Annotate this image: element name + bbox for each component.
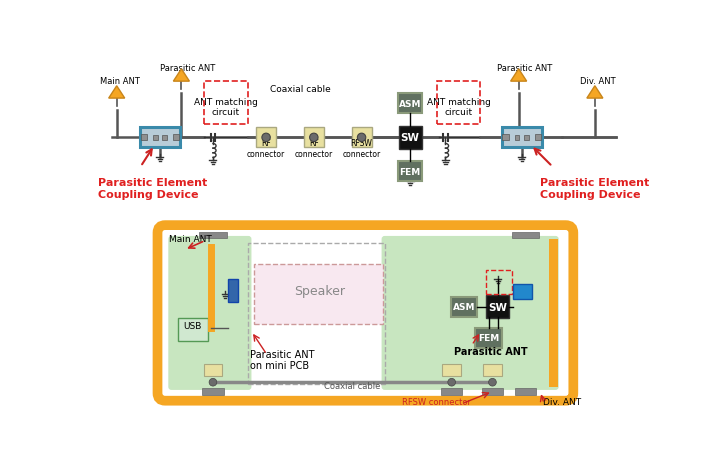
Bar: [437, 82, 480, 124]
Text: USB: USB: [184, 322, 202, 330]
Circle shape: [488, 379, 496, 386]
Bar: [451, 297, 477, 317]
Text: Parasitic Element
Coupling Device: Parasitic Element Coupling Device: [540, 178, 650, 200]
Bar: [398, 162, 422, 182]
Bar: [229, 280, 239, 302]
Bar: [475, 328, 503, 348]
Bar: [503, 135, 508, 141]
Text: RFSW connector: RFSW connector: [402, 397, 471, 406]
Bar: [484, 364, 502, 376]
Bar: [351, 128, 371, 148]
Bar: [173, 135, 179, 141]
Text: Main ANT: Main ANT: [100, 77, 140, 86]
Bar: [202, 388, 224, 395]
Text: FEM: FEM: [400, 168, 421, 176]
Text: Div. ANT: Div. ANT: [542, 397, 581, 406]
Bar: [512, 233, 540, 239]
Text: Battery: Battery: [288, 290, 344, 305]
Text: FEM: FEM: [478, 333, 499, 342]
Text: Coaxial cable: Coaxial cable: [324, 381, 381, 391]
Bar: [199, 233, 226, 239]
Bar: [524, 136, 529, 140]
Bar: [442, 364, 461, 376]
Bar: [204, 82, 248, 124]
Text: Parasitic Element
Coupling Device: Parasitic Element Coupling Device: [98, 178, 207, 200]
Bar: [398, 94, 422, 114]
Text: RF
connector: RF connector: [247, 139, 285, 158]
Bar: [535, 135, 541, 141]
Bar: [178, 318, 208, 341]
Text: ASM: ASM: [453, 302, 475, 312]
FancyBboxPatch shape: [140, 128, 180, 148]
Text: SW: SW: [488, 302, 508, 312]
Bar: [256, 128, 276, 148]
Bar: [204, 364, 222, 376]
Bar: [481, 388, 503, 395]
Circle shape: [357, 134, 366, 142]
Bar: [141, 135, 147, 141]
Circle shape: [209, 379, 217, 386]
Text: Coaxial cable: Coaxial cable: [270, 85, 330, 94]
Circle shape: [448, 379, 456, 386]
Bar: [153, 136, 158, 140]
Circle shape: [262, 134, 271, 142]
Polygon shape: [109, 87, 125, 99]
Text: SW: SW: [400, 133, 420, 143]
Polygon shape: [510, 70, 527, 82]
Circle shape: [310, 134, 318, 142]
Text: Parasitic ANT: Parasitic ANT: [497, 63, 552, 73]
Text: ANT matching
circuit: ANT matching circuit: [194, 98, 258, 117]
Text: ASM: ASM: [399, 100, 421, 109]
Bar: [515, 136, 520, 140]
Text: Parasitic ANT: Parasitic ANT: [454, 347, 528, 357]
Text: Parasitic ANT: Parasitic ANT: [160, 63, 215, 73]
Text: RF
connector: RF connector: [295, 139, 333, 158]
Text: Div. ANT: Div. ANT: [580, 77, 616, 86]
Bar: [304, 128, 324, 148]
Polygon shape: [173, 70, 190, 82]
Bar: [441, 388, 462, 395]
Text: ANT matching
circuit: ANT matching circuit: [427, 98, 491, 117]
Polygon shape: [587, 87, 603, 99]
Bar: [398, 127, 422, 150]
Bar: [486, 296, 509, 319]
FancyBboxPatch shape: [381, 236, 559, 390]
Bar: [253, 264, 383, 324]
Text: Main ANT: Main ANT: [169, 234, 212, 243]
FancyBboxPatch shape: [168, 236, 251, 390]
Bar: [248, 243, 386, 384]
Text: RFSW
connector: RFSW connector: [342, 139, 381, 158]
Bar: [513, 284, 532, 299]
Bar: [515, 388, 536, 395]
FancyBboxPatch shape: [158, 226, 573, 401]
Text: Parasitic ANT
on mini PCB: Parasitic ANT on mini PCB: [250, 349, 315, 370]
Text: Speaker: Speaker: [294, 285, 345, 298]
FancyBboxPatch shape: [502, 128, 542, 148]
Bar: [549, 240, 558, 387]
Bar: [162, 136, 167, 140]
Bar: [486, 270, 512, 295]
